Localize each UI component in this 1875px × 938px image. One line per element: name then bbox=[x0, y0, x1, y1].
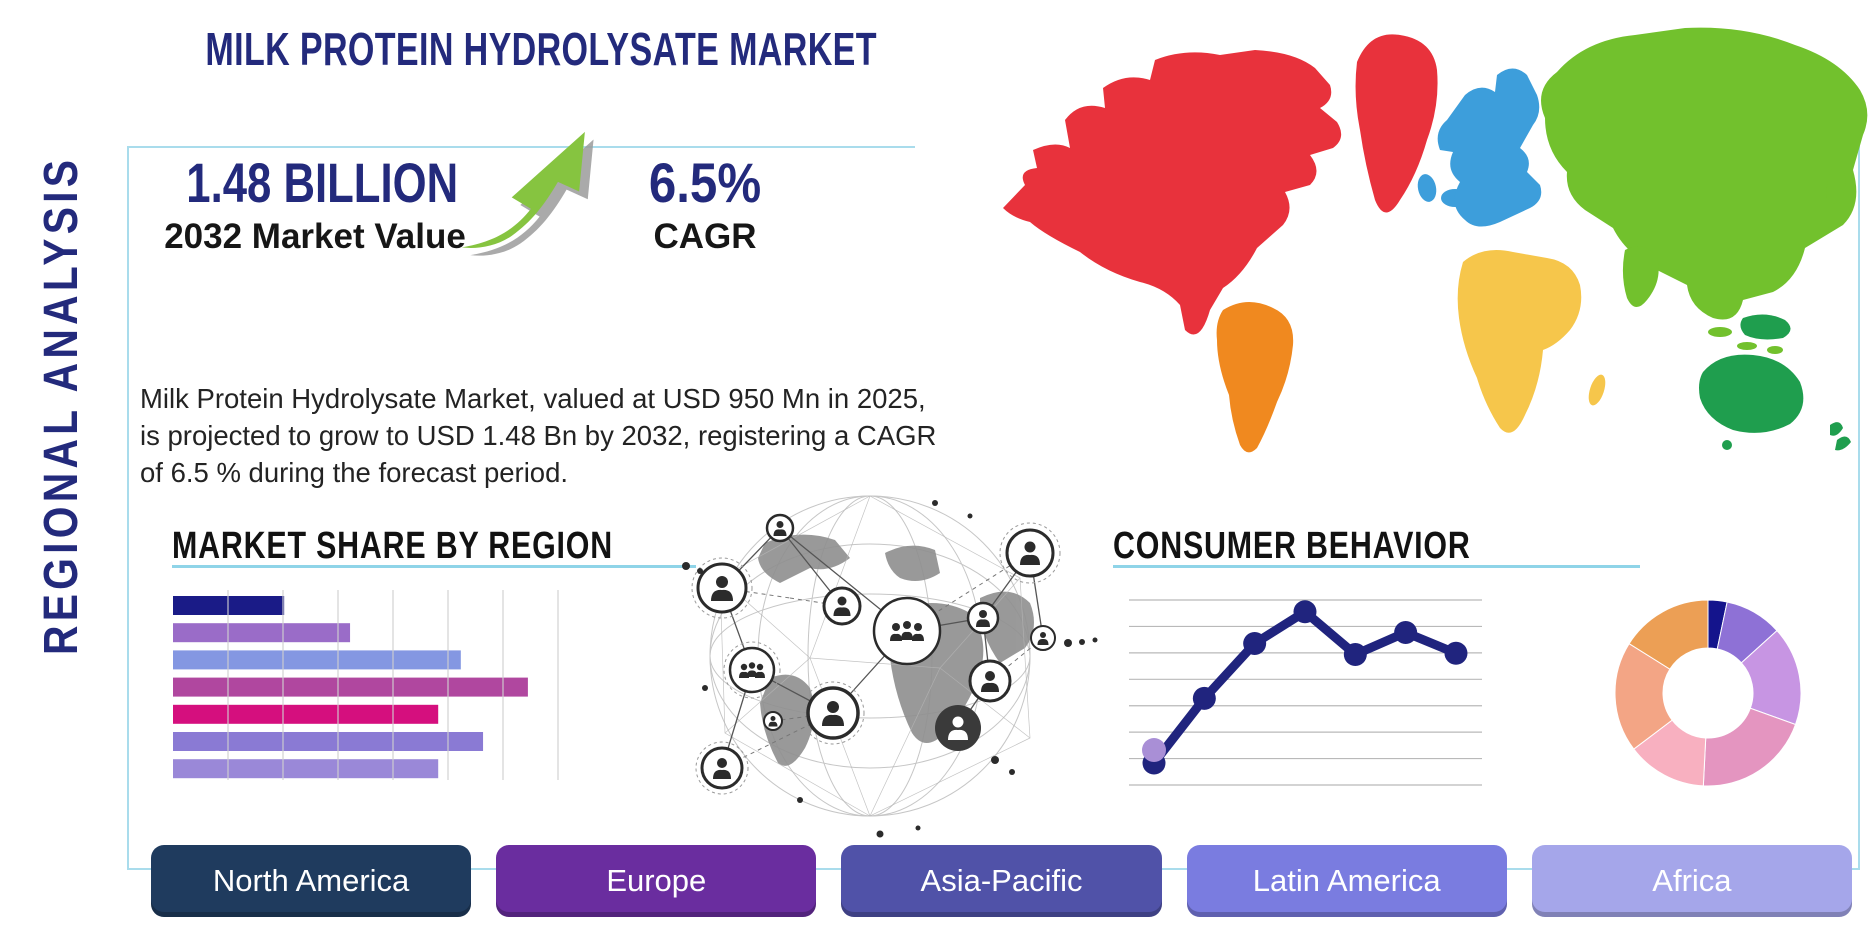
map-indonesia-3 bbox=[1767, 346, 1783, 354]
map-japan bbox=[1826, 160, 1846, 204]
market-value-stat: 1.48 BILLION bbox=[186, 151, 459, 214]
map-greenland bbox=[1355, 34, 1438, 213]
consumer-behavior-line-chart bbox=[1129, 599, 1482, 786]
region-button-africa[interactable]: Africa bbox=[1531, 845, 1853, 917]
regional-analysis-side-label: REGIONAL ANALYSIS bbox=[35, 155, 88, 655]
map-australia bbox=[1699, 354, 1804, 433]
regional-share-donut-chart bbox=[1614, 599, 1802, 787]
market-description: Milk Protein Hydrolysate Market, valued … bbox=[140, 383, 937, 488]
market-share-heading: MARKET SHARE BY REGION bbox=[172, 525, 613, 567]
map-asia bbox=[1541, 27, 1868, 320]
map-tasmania bbox=[1722, 440, 1732, 450]
cagr-stat-block: 6.5% CAGR bbox=[610, 150, 800, 257]
consumer-behavior-heading: CONSUMER BEHAVIOR bbox=[1113, 525, 1471, 567]
network-dots bbox=[682, 500, 1098, 838]
consumer-behavior-underline bbox=[1113, 565, 1640, 568]
region-buttons-row: North America Europe Asia-Pacific Latin … bbox=[151, 845, 1853, 917]
map-madagascar bbox=[1588, 374, 1606, 406]
region-button-latin-america[interactable]: Latin America bbox=[1186, 845, 1507, 917]
map-new-zealand-south bbox=[1835, 436, 1851, 451]
cagr-label: CAGR bbox=[653, 217, 757, 256]
map-north-america bbox=[1003, 50, 1342, 335]
network-links bbox=[721, 527, 1044, 769]
map-indonesia-2 bbox=[1737, 342, 1757, 350]
map-new-zealand-north bbox=[1830, 422, 1843, 436]
world-map bbox=[1003, 27, 1868, 453]
map-india bbox=[1622, 246, 1659, 308]
network-nodes bbox=[691, 513, 1061, 795]
region-button-asia-pacific[interactable]: Asia-Pacific bbox=[841, 845, 1162, 917]
growth-arrow-icon bbox=[461, 131, 594, 256]
cagr-stat: 6.5% bbox=[648, 151, 762, 214]
page-title: MILK PROTEIN HYDROLYSATE MARKET bbox=[205, 23, 877, 75]
map-new-guinea bbox=[1740, 314, 1791, 340]
map-africa bbox=[1457, 249, 1582, 433]
market-share-bar-chart bbox=[173, 590, 559, 780]
network-links-dashed bbox=[721, 552, 1044, 769]
map-europe bbox=[1437, 68, 1542, 227]
market-share-underline bbox=[172, 565, 696, 568]
map-indonesia-1 bbox=[1708, 327, 1732, 337]
map-uk bbox=[1417, 174, 1437, 202]
region-button-north-america[interactable]: North America bbox=[151, 845, 472, 917]
globe-network-illustration bbox=[682, 495, 1098, 838]
market-value-label: 2032 Market Value bbox=[164, 217, 466, 256]
network-node-group-people bbox=[872, 596, 942, 666]
region-button-europe[interactable]: Europe bbox=[496, 845, 817, 917]
map-south-america bbox=[1216, 301, 1294, 453]
market-value-stat-block: 1.48 BILLION 2032 Market Value bbox=[150, 150, 480, 257]
